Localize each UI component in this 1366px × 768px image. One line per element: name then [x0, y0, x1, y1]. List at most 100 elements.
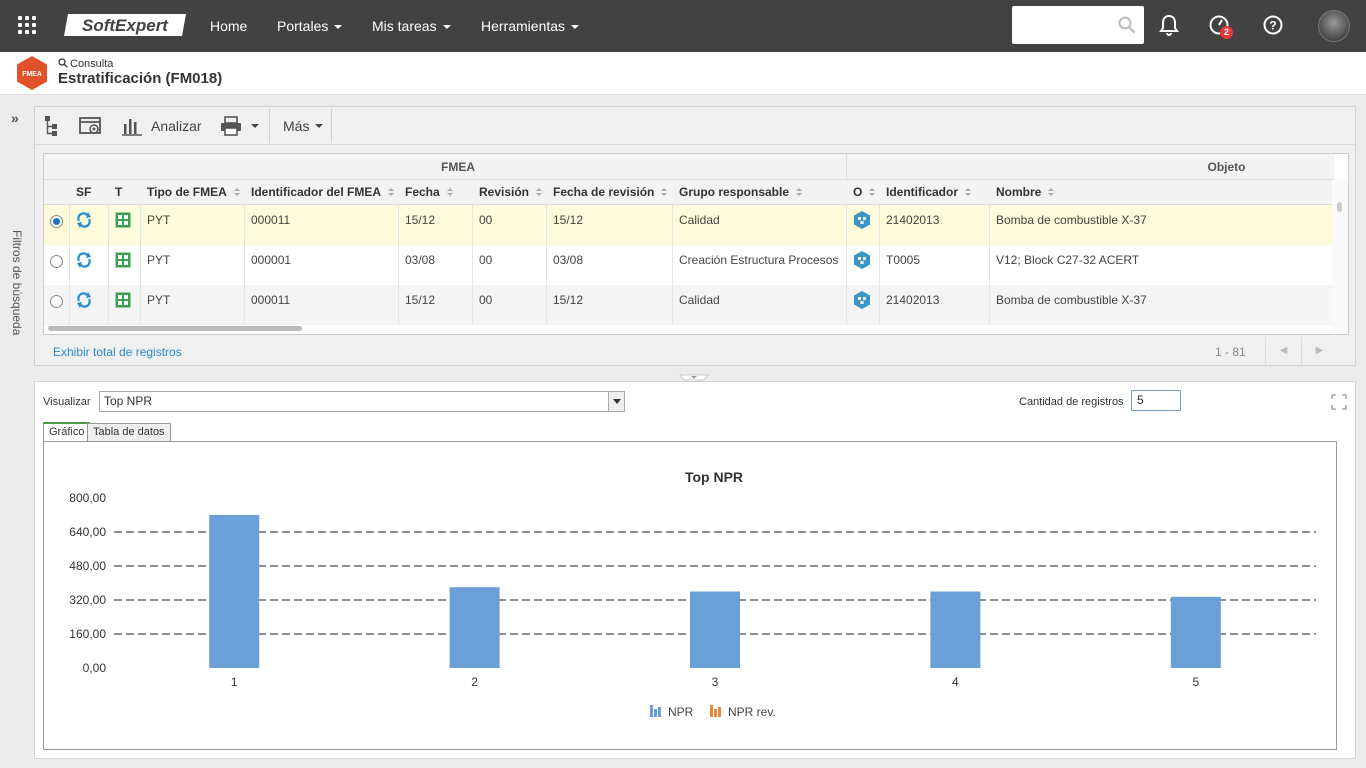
cell-grupo: Calidad: [673, 205, 847, 245]
fmea-app-icon: FMEA: [17, 56, 47, 90]
cell-id-fmea: 000011: [245, 285, 399, 325]
row-radio[interactable]: [50, 215, 63, 228]
user-avatar[interactable]: [1318, 10, 1350, 42]
object-type-cell: [847, 285, 880, 325]
cell-fecha-rev: 15/12: [547, 205, 673, 245]
column-header-identificador[interactable]: Identificador: [880, 180, 990, 205]
sf-cell: [70, 245, 109, 285]
row-radio[interactable]: [50, 255, 63, 268]
column-header-t[interactable]: T: [109, 180, 141, 205]
column-header-nombre[interactable]: Nombre: [990, 180, 1334, 205]
column-header-fecha[interactable]: Fecha: [399, 180, 473, 205]
table-footer: Exhibir total de registros 1 - 81 ◀ ▶: [43, 337, 1349, 365]
legend-icon: [658, 707, 661, 717]
column-header-tipo[interactable]: Tipo de FMEA: [141, 180, 245, 205]
chart-title: Top NPR: [685, 469, 743, 485]
tasks-gauge-icon[interactable]: [1208, 14, 1230, 36]
show-total-records-link[interactable]: Exhibir total de registros: [53, 345, 182, 359]
y-tick-label: 800,00: [69, 491, 106, 505]
table-row[interactable]: PYT 000011 15/12 00 15/12 Calidad 21402013 Bomb…: [44, 285, 1334, 325]
table-row[interactable]: PYT 000011 15/12 00 15/12 Calidad 21402013 Bomb…: [44, 205, 1334, 245]
row-radio[interactable]: [50, 295, 63, 308]
nav-herramientas[interactable]: Herramientas: [481, 0, 580, 52]
softexpert-logo[interactable]: SoftExpert: [62, 11, 188, 39]
cell-nombre: Bomba de combustible X-37: [990, 205, 1334, 245]
top-navigation-bar: SoftExpert Home Portales Mis tareas Herr…: [0, 0, 1366, 52]
search-icon[interactable]: [1118, 16, 1136, 34]
visualize-select[interactable]: Top NPR: [99, 391, 625, 412]
chevron-down-icon: [315, 124, 324, 128]
y-tick-label: 640,00: [69, 525, 106, 539]
sort-icon: [796, 188, 803, 197]
expand-icon[interactable]: [1331, 394, 1347, 410]
print-button[interactable]: [220, 107, 268, 145]
select-group-header: [44, 154, 70, 180]
column-header-sf[interactable]: SF: [70, 180, 109, 205]
column-header-fecha-rev[interactable]: Fecha de revisión: [547, 180, 673, 205]
legend-icon: [650, 705, 653, 717]
object-cube-icon: [854, 291, 870, 309]
nav-home[interactable]: Home: [210, 18, 248, 34]
legend-icon: [654, 709, 657, 717]
row-select-cell: [44, 245, 70, 285]
nav-portales[interactable]: Portales: [277, 0, 343, 52]
tab-tabla-datos[interactable]: Tabla de datos: [87, 423, 171, 442]
next-page-button[interactable]: ▶: [1301, 337, 1337, 365]
cell-identificador: T0005: [880, 245, 990, 285]
panel-splitter-handle[interactable]: [676, 374, 712, 382]
column-header-revision[interactable]: Revisión: [473, 180, 547, 205]
column-header-o[interactable]: O: [847, 180, 880, 205]
search-icon: [58, 58, 68, 68]
chevron-down-icon: [571, 25, 580, 30]
record-count-input[interactable]: 5: [1131, 390, 1181, 411]
cell-fecha: 15/12: [399, 205, 473, 245]
brand-text: SoftExpert: [82, 16, 169, 35]
tree-view-button[interactable]: [43, 107, 65, 145]
cell-revision: 00: [473, 285, 547, 325]
bell-icon[interactable]: [1159, 14, 1179, 36]
tab-grafico[interactable]: Gráfico: [43, 422, 91, 442]
y-tick-label: 160,00: [69, 627, 106, 641]
x-tick-label: 2: [471, 675, 478, 689]
sort-icon: [446, 188, 454, 197]
analyze-button[interactable]: Analizar: [121, 107, 202, 145]
toolbar: Analizar Más: [35, 107, 1355, 145]
prev-page-button[interactable]: ◀: [1265, 337, 1301, 365]
results-table: FMEA Objeto SF T Tipo de FMEA Identifica…: [43, 153, 1349, 335]
chevron-down-icon[interactable]: [608, 392, 624, 411]
fmea-logo-text: FMEA: [22, 71, 42, 78]
nav-mis-tareas[interactable]: Mis tareas: [372, 0, 451, 52]
type-cell: [109, 245, 141, 285]
cell-tipo: PYT: [141, 285, 245, 325]
search-input[interactable]: [1012, 6, 1144, 44]
column-header-id-fmea[interactable]: Identificador del FMEA: [245, 180, 399, 205]
search-filters-sidebar[interactable]: » Filtros de búsqueda: [0, 96, 34, 768]
results-panel: Analizar Más FMEA Objeto SF T Tipo de FM…: [34, 106, 1356, 366]
more-button[interactable]: Más: [283, 107, 324, 145]
filters-label: Filtros de búsqueda: [10, 230, 24, 336]
expand-chevron-icon[interactable]: »: [11, 110, 19, 126]
sort-icon: [233, 188, 241, 197]
group-header-objeto: Objeto: [846, 154, 1334, 180]
x-tick-label: 4: [952, 675, 959, 689]
cell-fecha: 15/12: [399, 285, 473, 325]
apps-grid-icon[interactable]: [18, 16, 36, 34]
breadcrumb[interactable]: Consulta: [58, 58, 113, 70]
sync-icon: [77, 252, 91, 268]
table-row[interactable]: PYT 000001 03/08 00 03/08 Creación Estructura…: [44, 245, 1334, 285]
object-type-cell: [847, 205, 880, 245]
view-record-button[interactable]: [79, 107, 105, 145]
vertical-scrollbar[interactable]: [1332, 180, 1348, 334]
horizontal-scrollbar[interactable]: [48, 326, 302, 331]
help-icon[interactable]: ?: [1262, 14, 1284, 36]
more-label: Más: [283, 118, 310, 134]
bar-npr: [449, 587, 500, 668]
cell-identificador: 21402013: [880, 205, 990, 245]
chevron-down-icon: [442, 25, 451, 30]
page-header: FMEA Consulta Estratificación (FM018): [0, 52, 1366, 95]
analysis-panel: Visualizar Top NPR Cantidad de registros…: [34, 381, 1356, 759]
hierarchy-icon: [45, 116, 57, 136]
column-header-grupo[interactable]: Grupo responsable: [673, 180, 847, 205]
legend-label: NPR rev.: [728, 705, 776, 719]
row-select-cell: [44, 285, 70, 325]
